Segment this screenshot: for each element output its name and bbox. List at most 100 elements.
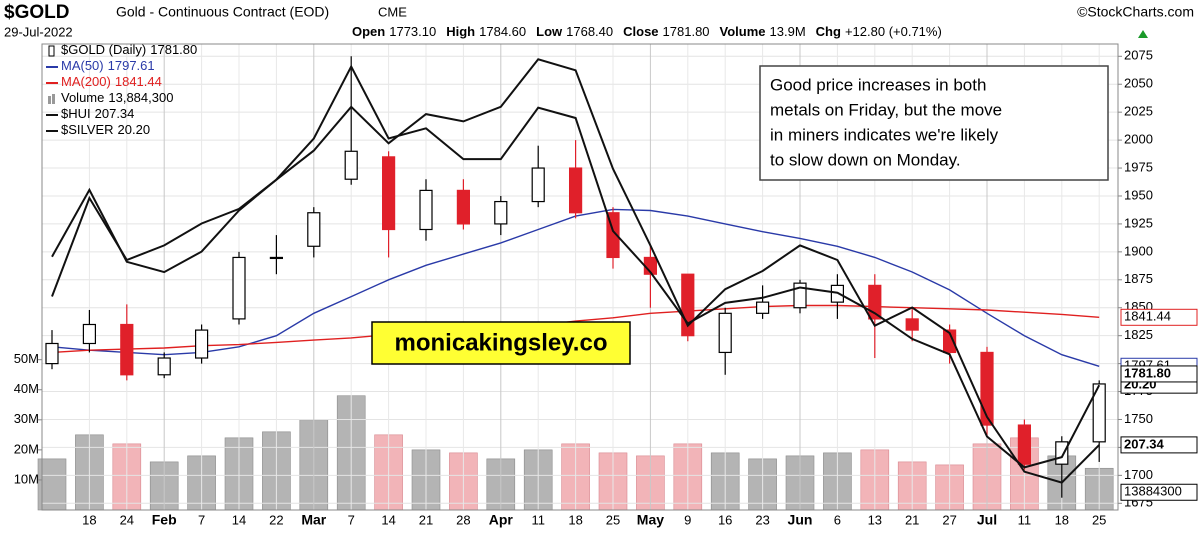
annotation-line: metals on Friday, but the move — [770, 100, 1002, 119]
candle-body — [755, 301, 770, 314]
quote-value: 1781.80 — [663, 24, 710, 39]
x-tick-label: 11 — [531, 512, 545, 527]
end-label-box — [1120, 308, 1198, 326]
x-tick-label: Jul — [977, 512, 997, 528]
y2-tick-label: 50M — [14, 351, 39, 366]
y-tick-label: 2050 — [1124, 76, 1153, 91]
x-tick-label: 25 — [606, 512, 620, 527]
quote-label: Low — [536, 24, 563, 39]
quote-label: Chg — [816, 24, 841, 39]
legend-name: $HUI — [61, 106, 91, 121]
y-tick-label: 2075 — [1124, 48, 1153, 63]
quote-value: 1773.10 — [389, 24, 436, 39]
legend-icon — [48, 45, 55, 57]
quote-value: 13.9M — [770, 24, 806, 39]
legend-icon — [48, 96, 51, 104]
candle-body — [1092, 383, 1106, 443]
x-tick-label: 18 — [568, 512, 582, 527]
y-tick-label: 1825 — [1124, 327, 1153, 342]
candle-body — [1017, 424, 1032, 465]
candle-body — [120, 323, 134, 376]
legend-entry: MA(200) 1841.44 — [61, 74, 162, 89]
legend-name: MA(50) — [61, 58, 104, 73]
annotation-line: to slow down on Monday. — [770, 150, 961, 169]
candle-body — [45, 342, 59, 365]
quote-value: +12.80 (+0.71%) — [845, 24, 942, 39]
candle-body — [307, 212, 321, 247]
legend-value: 1797.61 — [108, 58, 155, 73]
legend-value: 207.34 — [95, 106, 135, 121]
end-label-box — [1120, 365, 1198, 383]
candle-body — [1055, 441, 1069, 465]
legend-entry: $SILVER 20.20 — [61, 122, 150, 137]
legend-icon — [52, 94, 55, 104]
x-tick-label: 27 — [942, 512, 956, 527]
end-label: 1781.80 — [1124, 365, 1171, 380]
legend-entry: $GOLD (Daily) 1781.80 — [61, 42, 197, 57]
candle-body — [718, 312, 732, 354]
quote-label: High — [446, 24, 475, 39]
end-label: 13884300 — [1124, 484, 1182, 499]
x-tick-label: Apr — [489, 512, 514, 528]
x-tick-label: Jun — [788, 512, 813, 528]
quote-label: Open — [352, 24, 385, 39]
x-tick-label: 28 — [456, 512, 470, 527]
x-tick-label: 16 — [718, 512, 732, 527]
x-tick-label: 22 — [269, 512, 283, 527]
watermark: monicakingsley.co — [395, 329, 608, 356]
candle-body — [269, 256, 283, 260]
x-tick-label: Feb — [152, 512, 177, 528]
legend-name: MA(200) — [61, 74, 111, 89]
x-tick-label: Mar — [301, 512, 326, 528]
volume-bar — [37, 458, 67, 511]
quote-label: Volume — [720, 24, 766, 39]
end-label: 1841.44 — [1124, 309, 1171, 324]
y-tick-label: 1900 — [1124, 243, 1153, 258]
plot-frame — [41, 43, 1119, 511]
y2-tick-label: 20M — [14, 441, 39, 456]
end-label-box — [1120, 436, 1198, 454]
chart-title: $GOLD — [4, 2, 69, 23]
legend-name: $GOLD (Daily) — [61, 42, 146, 57]
legend-entry: MA(50) 1797.61 — [61, 58, 155, 73]
y2-tick-label: 40M — [14, 381, 39, 396]
quote-value: 1768.40 — [566, 24, 613, 39]
x-tick-label: 14 — [381, 512, 395, 527]
x-tick-label: 18 — [1055, 512, 1069, 527]
y-tick-label: 1925 — [1124, 215, 1153, 230]
x-tick-label: 7 — [348, 512, 355, 527]
x-tick-label: 11 — [1018, 512, 1032, 527]
candle-body — [419, 189, 433, 231]
candle-body — [494, 200, 508, 225]
x-tick-label: 7 — [198, 512, 205, 527]
watermark-box — [371, 321, 631, 365]
x-tick-label: 14 — [232, 512, 246, 527]
end-label: 207.34 — [1124, 436, 1165, 451]
y2-tick-label: 10M — [14, 471, 39, 486]
candle-body — [382, 156, 396, 231]
series-line — [51, 304, 1100, 354]
date: 29-Jul-2022 — [4, 24, 73, 39]
candle-body — [157, 357, 171, 376]
candle-body — [456, 189, 470, 225]
plot — [37, 44, 1118, 511]
candle-body — [195, 329, 209, 359]
x-tick-label: 24 — [120, 512, 134, 527]
legend-value: 20.20 — [118, 122, 151, 137]
candle-body — [980, 351, 994, 426]
x-tick-label: 18 — [82, 512, 96, 527]
candle-body — [82, 323, 97, 345]
candle-body — [344, 150, 358, 180]
x-tick-label: 6 — [834, 512, 841, 527]
x-tick-label: 13 — [868, 512, 882, 527]
legend-name: Volume — [61, 90, 104, 105]
quote-label: Close — [623, 24, 658, 39]
x-tick-label: 23 — [755, 512, 769, 527]
y-tick-label: 2025 — [1124, 104, 1153, 119]
candle-body — [905, 318, 919, 331]
x-tick-label: May — [637, 512, 664, 528]
candle-body — [942, 329, 957, 354]
series-line — [51, 64, 1101, 469]
legend-value: 13,884,300 — [108, 90, 173, 105]
